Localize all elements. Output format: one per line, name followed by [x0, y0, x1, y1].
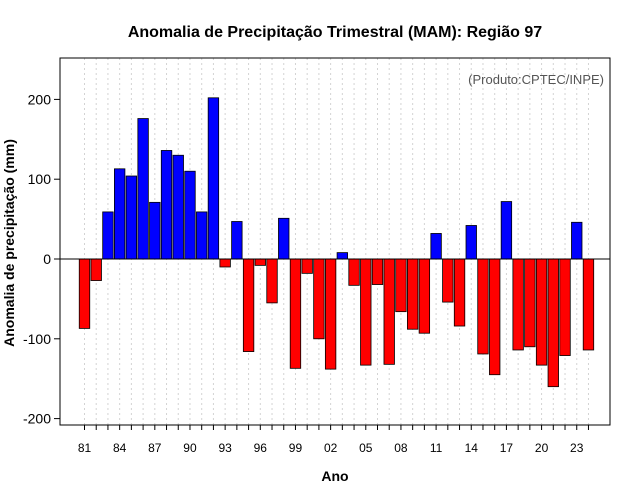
plot-frame — [59, 57, 611, 426]
bar-1997 — [266, 258, 278, 304]
bar-2002 — [324, 258, 337, 370]
x-tick-label: 05 — [359, 441, 373, 455]
bar-2020 — [535, 258, 548, 366]
bar-2011 — [430, 233, 442, 260]
bar-1987 — [149, 201, 161, 260]
bar-1991 — [196, 211, 208, 260]
bar-2005 — [360, 258, 372, 366]
chart-title: Anomalia de Precipitação Trimestral (MAM… — [128, 24, 542, 41]
bar-2013 — [453, 258, 466, 327]
x-tick-label: 17 — [500, 441, 514, 455]
chart-annotation: (Produto:CPTEC/INPE) — [468, 72, 604, 87]
y-tick-label: -100 — [23, 331, 51, 347]
x-tick-label: 08 — [394, 441, 408, 455]
bar-1998 — [278, 217, 290, 260]
bar-2007 — [383, 258, 395, 365]
bar-2015 — [477, 258, 489, 355]
bar-2016 — [489, 258, 501, 376]
x-tick-label: 93 — [218, 441, 232, 455]
bar-2003 — [336, 252, 348, 260]
bar-2018 — [512, 258, 524, 351]
x-tick-label: 11 — [430, 441, 443, 455]
x-tick-label: 96 — [254, 441, 268, 455]
y-tick-label: 100 — [28, 171, 52, 187]
y-tick-label: -200 — [23, 411, 51, 427]
x-tick-label: 02 — [324, 441, 338, 455]
bar-1985 — [125, 175, 138, 260]
y-tick-label: 200 — [28, 91, 52, 107]
x-tick-label: 20 — [535, 441, 549, 455]
bar-1996 — [254, 258, 266, 266]
y-tick-label: 0 — [43, 251, 51, 267]
x-tick-label: 87 — [148, 441, 162, 455]
bar-1984 — [114, 168, 126, 260]
bar-2017 — [500, 201, 513, 260]
bar-1990 — [184, 170, 196, 260]
bar-1999 — [289, 258, 302, 369]
bars-layer — [78, 97, 595, 388]
x-tick-label: 14 — [465, 441, 479, 455]
bar-1992 — [207, 97, 220, 260]
bar-2008 — [395, 258, 407, 313]
x-tick-label: 84 — [113, 441, 127, 455]
bar-1994 — [231, 221, 243, 260]
bar-2010 — [418, 258, 431, 334]
bar-2012 — [442, 258, 454, 303]
bar-2000 — [301, 258, 313, 274]
y-axis-label: Anomalia de precipitação (mm) — [1, 139, 17, 347]
bar-2006 — [371, 258, 384, 285]
bar-1986 — [137, 118, 149, 260]
bar-2001 — [313, 258, 325, 340]
bar-1993 — [219, 258, 231, 268]
x-axis-label: Ano — [321, 468, 348, 484]
bar-1982 — [90, 258, 102, 281]
x-tick-label: 99 — [289, 441, 303, 455]
bar-2023 — [571, 221, 583, 260]
bar-2014 — [465, 225, 477, 260]
bar-2004 — [348, 258, 360, 286]
bar-2009 — [407, 258, 419, 330]
bar-2021 — [547, 258, 559, 388]
bar-2019 — [524, 258, 536, 348]
x-tick-label: 81 — [78, 441, 92, 455]
bar-1983 — [102, 211, 114, 260]
bar-2022 — [559, 258, 571, 356]
bar-1989 — [172, 154, 184, 260]
axes-layer: -200 -100 0 100 200 81 84 87 90 93 96 99 02 05 08 11 14 1… — [23, 57, 611, 455]
x-tick-label: 23 — [570, 441, 584, 455]
x-tick-label: 90 — [183, 441, 197, 455]
bar-1988 — [160, 150, 173, 260]
bar-1981 — [78, 258, 91, 329]
bar-2024 — [582, 258, 595, 351]
bar-1995 — [242, 258, 255, 352]
